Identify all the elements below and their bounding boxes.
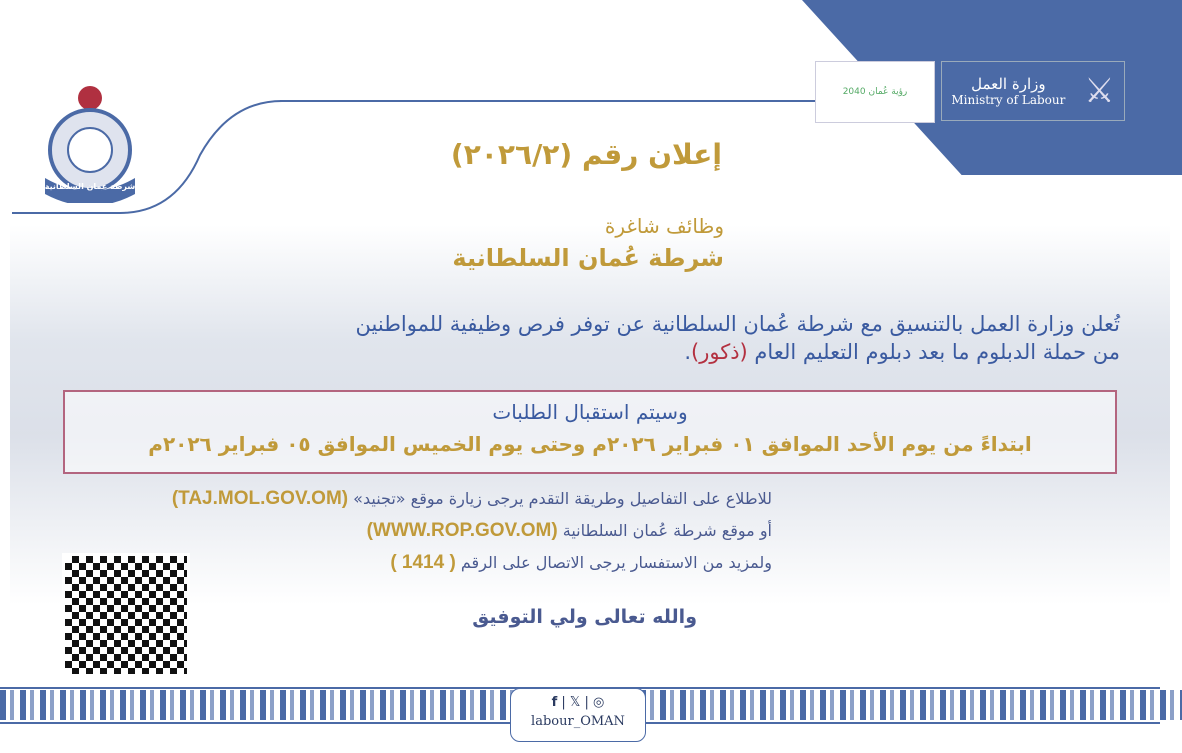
qr-code[interactable]	[62, 553, 190, 677]
info-text: أو موقع شرطة عُمان السلطانية	[557, 521, 772, 540]
info-line-phone: ولمزيد من الاستفسار يرجى الاتصال على الر…	[390, 552, 772, 574]
organization-name: شرطة عُمان السلطانية	[452, 244, 724, 272]
info-line-rop: أو موقع شرطة عُمان السلطانية (WWW.ROP.GO…	[367, 520, 772, 542]
rop-website-link[interactable]: (WWW.ROP.GOV.OM)	[366, 520, 558, 541]
taj-website-link[interactable]: (TAJ.MOL.GOV.OM)	[171, 488, 349, 509]
oman-emblem-icon: ⚔	[1084, 71, 1115, 111]
social-media-box: f | 𝕏 | ◎ labour_OMAN	[510, 688, 646, 742]
ministry-of-labour-logo: وزارة العمل Ministry of Labour ⚔	[941, 61, 1125, 121]
oman-vision-2040-logo: رؤية عُمان 2040	[815, 61, 935, 123]
header-logos: رؤية عُمان 2040 وزارة العمل Ministry of …	[815, 61, 1125, 123]
police-logo-ribbon-text: شرطة عمان السلطانية	[44, 182, 136, 191]
application-dates: ابتداءً من يوم الأحد الموافق ٠١ فبراير ٢…	[148, 432, 1032, 456]
announcement-body-line2: من حملة الدبلوم ما بعد دبلوم التعليم الع…	[684, 340, 1120, 364]
announcement-subtitle: وظائف شاغرة	[604, 214, 724, 238]
royal-oman-police-logo: شرطة عمان السلطانية	[35, 78, 145, 203]
body-punctuation: .	[684, 340, 692, 364]
ministry-name-en: Ministry of Labour	[951, 93, 1066, 107]
closing-text: والله تعالى ولي التوفيق	[472, 606, 697, 628]
divider-line	[280, 100, 820, 102]
info-line-taj: للاطلاع على التفاصيل وطريقة التقدم يرجى …	[172, 488, 772, 510]
x-icon[interactable]: 𝕏	[569, 695, 581, 710]
gender-note: (ذكور)	[691, 340, 748, 364]
info-text: ولمزيد من الاستفسار يرجى الاتصال على الر…	[455, 553, 772, 572]
announcement-title: إعلان رقم (٢٠٢٦/٢)	[450, 138, 722, 171]
application-heading: وسيتم استقبال الطلبات	[492, 400, 688, 424]
info-text: للاطلاع على التفاصيل وطريقة التقدم يرجى …	[348, 489, 772, 508]
ministry-name-ar: وزارة العمل	[971, 75, 1046, 93]
phone-number: ( 1414 )	[390, 552, 456, 573]
body-text: من حملة الدبلوم ما بعد دبلوم التعليم الع…	[747, 340, 1120, 364]
instagram-icon[interactable]: ◎	[593, 695, 605, 710]
facebook-icon[interactable]: f	[551, 695, 558, 710]
announcement-body-line1: تُعلن وزارة العمل بالتنسيق مع شرطة عُمان…	[355, 312, 1120, 336]
divider-curve	[12, 100, 283, 214]
social-handle: labour_OMAN	[531, 714, 625, 729]
application-period-box: وسيتم استقبال الطلبات ابتداءً من يوم الأ…	[63, 390, 1117, 474]
vision-logo-text: رؤية عُمان 2040	[842, 87, 908, 97]
